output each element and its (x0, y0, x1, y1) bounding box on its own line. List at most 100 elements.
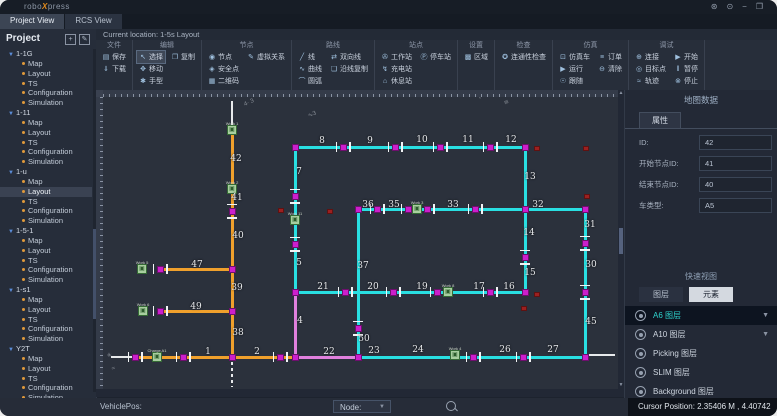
tree-item-configuration[interactable]: Configuration (0, 147, 92, 157)
tree-item-ts[interactable]: TS (0, 256, 92, 266)
ribbon-item[interactable]: ⇄ 双向线 (331, 54, 361, 61)
map-node[interactable] (467, 204, 483, 214)
map-node[interactable] (175, 352, 191, 362)
tree-item-configuration[interactable]: Configuration (0, 324, 92, 334)
eye-icon[interactable] (635, 329, 646, 340)
map-node[interactable] (152, 264, 168, 274)
layer-row[interactable]: A6 图层 ▼ (625, 306, 777, 325)
eye-icon[interactable] (635, 310, 646, 321)
map-node[interactable] (291, 143, 299, 151)
tree-item-simulation[interactable]: Simulation (0, 275, 92, 285)
property-value-field[interactable]: 42 (699, 135, 772, 150)
ribbon-item[interactable]: ❐ 复制 (171, 54, 195, 61)
tree-item-layout[interactable]: Layout (0, 246, 92, 256)
ribbon-item[interactable]: ▶ 运行 (560, 66, 583, 73)
station-node[interactable]: ▣ Work 3 (410, 200, 424, 214)
map-node[interactable] (521, 288, 529, 296)
station-node[interactable]: ▣ Work 5 (135, 260, 149, 274)
property-value-field[interactable]: 41 (699, 156, 772, 171)
map-edge[interactable] (231, 101, 233, 128)
charge-marker[interactable] (521, 305, 527, 311)
station-node[interactable]: ▣ Work 8 (441, 283, 455, 297)
chevron-down-icon[interactable]: ▼ (762, 331, 769, 338)
map-edge[interactable] (231, 362, 233, 387)
ribbon-item[interactable]: ✇ 工作站 (382, 54, 412, 61)
map-node[interactable] (580, 284, 590, 300)
tree-item-simulation[interactable]: Simulation (0, 393, 92, 398)
minimize-icon[interactable]: − (742, 2, 747, 11)
tree-item-configuration[interactable]: Configuration (0, 265, 92, 275)
map-node[interactable] (581, 353, 589, 361)
tree-item-ts[interactable]: TS (0, 315, 92, 325)
charge-marker[interactable] (327, 208, 333, 214)
charge-marker[interactable] (278, 207, 284, 213)
map-node[interactable] (515, 352, 531, 362)
tree-item-map[interactable]: Map (0, 59, 92, 69)
edit-project-icon[interactable]: ✎ (79, 34, 90, 45)
station-node[interactable]: ▣ Work 2 (225, 180, 239, 194)
map-node[interactable] (354, 353, 362, 361)
map-node[interactable] (353, 320, 363, 336)
map-edge[interactable] (583, 209, 587, 357)
charge-marker[interactable] (584, 193, 590, 199)
tab-properties[interactable]: 属性 (639, 112, 681, 128)
station-node[interactable]: ▣ Work 4 (448, 346, 462, 360)
station-node[interactable]: ▣ Work 6 (136, 302, 150, 316)
map-edge[interactable] (293, 292, 297, 357)
sidebar-scrollbar[interactable] (93, 49, 96, 392)
tree-item-configuration[interactable]: Configuration (0, 88, 92, 98)
tree-item-simulation[interactable]: Simulation (0, 216, 92, 226)
ribbon-item[interactable]: ▤ 保存 (102, 54, 126, 61)
ribbon-item[interactable]: ◎ 目标点 (635, 66, 666, 73)
tree-item-map[interactable]: Map (0, 354, 92, 364)
layer-row[interactable]: SLIM 图层 (625, 363, 777, 382)
search-icon[interactable] (446, 401, 456, 411)
eye-icon[interactable] (635, 348, 646, 359)
map-edge[interactable] (295, 355, 358, 359)
ribbon-item[interactable]: ⊡ 仿真车 (560, 54, 590, 61)
ribbon-item[interactable]: ▶ 开始 (675, 54, 698, 61)
station-node[interactable]: ▣ Work 1 (225, 121, 239, 135)
panel-vertical-scrollbar[interactable]: ▲ ▼ (618, 90, 624, 389)
map-node[interactable] (385, 287, 401, 297)
tree-item-map[interactable]: Map (0, 236, 92, 246)
tree-item-ts[interactable]: TS (0, 197, 92, 207)
tree-group[interactable]: ▼ 1-5-1 (8, 225, 34, 235)
tree-item-configuration[interactable]: Configuration (0, 206, 92, 216)
settings-icon[interactable]: ⊛ (710, 2, 718, 11)
map-node[interactable] (291, 288, 299, 296)
chevron-down-icon[interactable]: ▼ (762, 312, 769, 319)
map-node[interactable] (335, 142, 351, 152)
tree-item-layout[interactable]: Layout (0, 364, 92, 374)
map-node[interactable] (152, 306, 168, 316)
ribbon-item[interactable]: ▩ 区域 (464, 54, 488, 61)
map-node[interactable] (228, 307, 236, 315)
eye-icon[interactable] (635, 386, 646, 397)
tree-group[interactable]: ▼ 1-11 (8, 107, 31, 117)
map-node[interactable] (521, 205, 529, 213)
tree-group[interactable]: ▼ Y2T (8, 343, 30, 353)
eye-icon[interactable] (635, 367, 646, 378)
map-node[interactable] (520, 249, 530, 265)
ribbon-item[interactable]: ⇓ 下载 (103, 66, 126, 73)
map-edge[interactable] (295, 145, 525, 149)
layer-row[interactable]: Picking 图层 (625, 344, 777, 363)
map-node[interactable] (290, 236, 300, 252)
charge-marker[interactable] (534, 291, 540, 297)
tree-item-map[interactable]: Map (0, 118, 92, 128)
map-edge[interactable] (295, 290, 525, 294)
map-edge[interactable] (523, 147, 527, 292)
map-edge[interactable] (160, 267, 232, 271)
station-node[interactable]: ▣ Work 11 (287, 211, 303, 225)
map-node[interactable] (419, 204, 435, 214)
map-node[interactable] (228, 353, 236, 361)
tree-item-layout[interactable]: Layout (0, 128, 92, 138)
ribbon-item[interactable]: ‖ 暂停 (672, 63, 700, 75)
station-node[interactable]: ▣ Charge A1 (147, 348, 167, 362)
ribbon-item[interactable]: ⊖ 清除 (599, 66, 622, 73)
layout-canvas[interactable]: ▣ Work 1 ▣ Work 2 ▣ Work 11 ▣ Work 3 ▣ Work 5 ▣ Wor… (96, 90, 618, 389)
ribbon-item[interactable]: ☉ 跟随 (559, 78, 583, 85)
ribbon-item[interactable]: ⌂ 休息站 (382, 77, 412, 86)
tree-item-configuration[interactable]: Configuration (0, 383, 92, 393)
tree-item-layout[interactable]: Layout (0, 69, 92, 79)
